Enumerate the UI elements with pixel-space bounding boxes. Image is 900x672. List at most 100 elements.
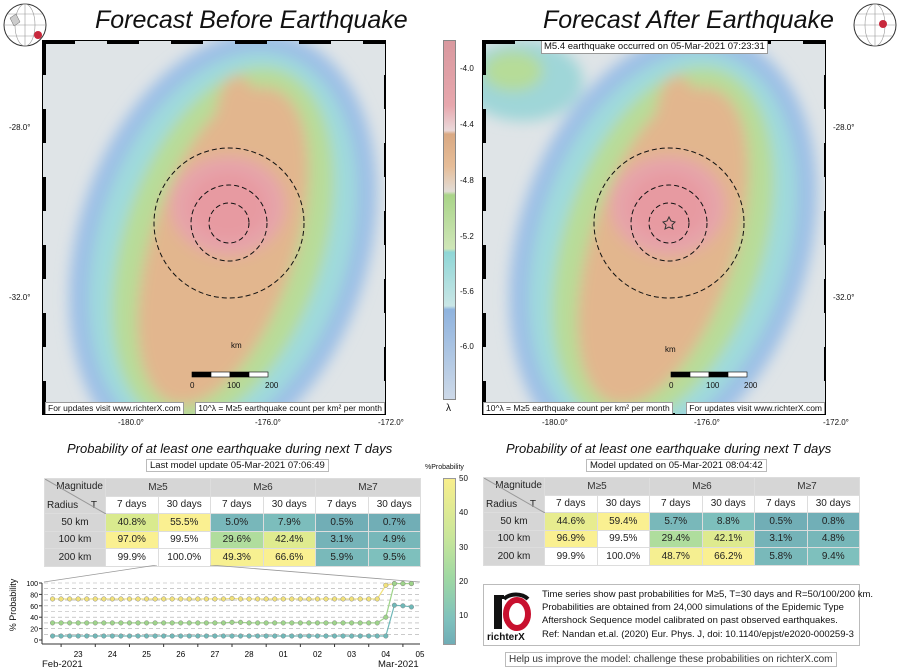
probability-cell[interactable]: 66.2% — [701, 547, 755, 566]
data-point — [195, 620, 201, 626]
probability-cell[interactable]: 29.6% — [210, 530, 264, 549]
hazard-zone — [188, 172, 268, 240]
data-point — [178, 596, 184, 602]
hazard-zone — [628, 172, 708, 240]
x-tick-label: 25 — [142, 650, 151, 659]
probability-cell[interactable]: 97.0% — [105, 530, 159, 549]
lon-label: -172.0° — [823, 418, 849, 427]
updates-note: For updates visit www.richterX.com — [45, 402, 184, 414]
probability-cell[interactable]: 0.8% — [806, 512, 860, 531]
probability-cell[interactable]: 5.8% — [754, 547, 808, 566]
left-probability-table: Magnitude Radius T M≥5 M≥6 M≥7 7 days 30 days 7 … — [44, 478, 421, 567]
table-row: 50 km 44.6% 59.4% 5.7% 8.8% 0.5% 0.8% — [483, 512, 860, 531]
data-point — [383, 633, 389, 639]
probability-cell[interactable]: 96.9% — [544, 529, 598, 548]
data-point — [400, 581, 406, 587]
probability-cell[interactable]: 42.4% — [262, 530, 316, 549]
data-point — [383, 614, 389, 620]
colorbar-tick: -5.6 — [460, 287, 474, 296]
probability-cell[interactable]: 29.4% — [649, 529, 703, 548]
data-point — [75, 620, 81, 626]
probability-cell[interactable]: 4.8% — [806, 529, 860, 548]
left-forecast-map[interactable]: km 0 100 200 For updates visit www.richt… — [42, 40, 386, 415]
probability-cell[interactable]: 9.5% — [367, 548, 421, 567]
map-frame — [803, 41, 825, 44]
probability-cell[interactable]: 5.7% — [649, 512, 703, 531]
probability-cell[interactable]: 7.9% — [262, 513, 316, 532]
data-point — [84, 633, 90, 639]
probability-cell[interactable]: 0.7% — [367, 513, 421, 532]
probability-cell[interactable]: 42.1% — [701, 529, 755, 548]
probability-cell[interactable]: 55.5% — [157, 513, 211, 532]
probability-cell[interactable]: 100.0% — [596, 547, 650, 566]
probability-cell[interactable]: 99.5% — [596, 529, 650, 548]
table-corner: Magnitude Radius T — [483, 477, 545, 513]
map-frame — [299, 41, 331, 44]
period-header: 30 days — [157, 495, 211, 514]
probability-cell[interactable]: 5.9% — [315, 548, 369, 567]
table-row: 200 km 99.9% 100.0% 49.3% 66.6% 5.9% 9.5% — [44, 548, 421, 567]
probability-cell[interactable]: 40.8% — [105, 513, 159, 532]
data-point — [331, 620, 338, 626]
info-line: Time series show past probabilities for … — [542, 589, 874, 600]
data-point — [306, 596, 312, 602]
probability-cell[interactable]: 9.4% — [806, 547, 860, 566]
magnitude-header: Magnitude — [56, 481, 103, 492]
right-forecast-map[interactable]: M5.4 earthquake occurred on 05-Mar-2021 … — [482, 40, 826, 415]
left-update-time: Last model update 05-Mar-2021 07:06:49 — [146, 459, 329, 472]
probability-cell[interactable]: 66.6% — [262, 548, 316, 567]
probability-cell[interactable]: 59.4% — [596, 512, 650, 531]
probability-cell[interactable]: 48.7% — [649, 547, 703, 566]
colorbar-tick: 30 — [459, 543, 468, 552]
data-point — [101, 596, 107, 602]
scale-tick: 100 — [706, 381, 720, 390]
data-point — [383, 582, 389, 588]
hazard-zone — [656, 76, 700, 166]
data-point — [246, 620, 252, 626]
data-point — [237, 619, 244, 625]
colorbar-tick: 50 — [459, 474, 468, 483]
data-point — [195, 633, 201, 639]
data-point — [152, 633, 158, 639]
probability-cell[interactable]: 0.5% — [315, 513, 369, 532]
probability-cell[interactable]: 49.3% — [210, 548, 264, 567]
probability-cell[interactable]: 0.5% — [754, 512, 808, 531]
map-frame — [824, 75, 825, 109]
radius-label: 50 km — [44, 513, 106, 532]
scale-bar — [248, 371, 269, 378]
data-point — [272, 596, 278, 602]
data-point — [195, 596, 201, 602]
data-point — [374, 596, 380, 602]
probability-cell[interactable]: 3.1% — [315, 530, 369, 549]
probability-cell[interactable]: 100.0% — [157, 548, 211, 567]
map-frame — [483, 109, 486, 143]
colorbar-label: λ — [446, 403, 451, 414]
zoom-connector — [43, 565, 421, 583]
map-frame — [824, 211, 825, 245]
richterx-logo — [494, 592, 531, 631]
probability-cell[interactable]: 99.9% — [105, 548, 159, 567]
probability-cell[interactable]: 99.5% — [157, 530, 211, 549]
probability-cell[interactable]: 5.0% — [210, 513, 264, 532]
probability-cell[interactable]: 4.9% — [367, 530, 421, 549]
radius-circle — [153, 147, 305, 299]
data-point — [297, 633, 303, 639]
probability-cell[interactable]: 44.6% — [544, 512, 598, 531]
scale-tick: 200 — [744, 381, 758, 390]
probability-cell[interactable]: 8.8% — [701, 512, 755, 531]
x-tick-label: 01 — [279, 650, 288, 659]
table-row: 50 km 40.8% 55.5% 5.0% 7.9% 0.5% 0.7% — [44, 513, 421, 532]
x-tick-label: 23 — [74, 650, 83, 659]
y-axis-label: % Probability — [8, 578, 18, 632]
probability-cell[interactable]: 99.9% — [544, 547, 598, 566]
help-link[interactable]: Help us improve the model: challenge the… — [505, 652, 837, 667]
radius-circle — [190, 184, 268, 262]
colorbar-tick: -6.0 — [460, 342, 474, 351]
epicenter-star-icon — [662, 215, 676, 230]
y-tick-label: 80 — [30, 592, 38, 599]
period-header: 30 days — [596, 494, 650, 513]
data-point — [84, 620, 90, 626]
probability-cell[interactable]: 3.1% — [754, 529, 808, 548]
data-point — [220, 620, 227, 626]
data-point — [297, 596, 303, 602]
